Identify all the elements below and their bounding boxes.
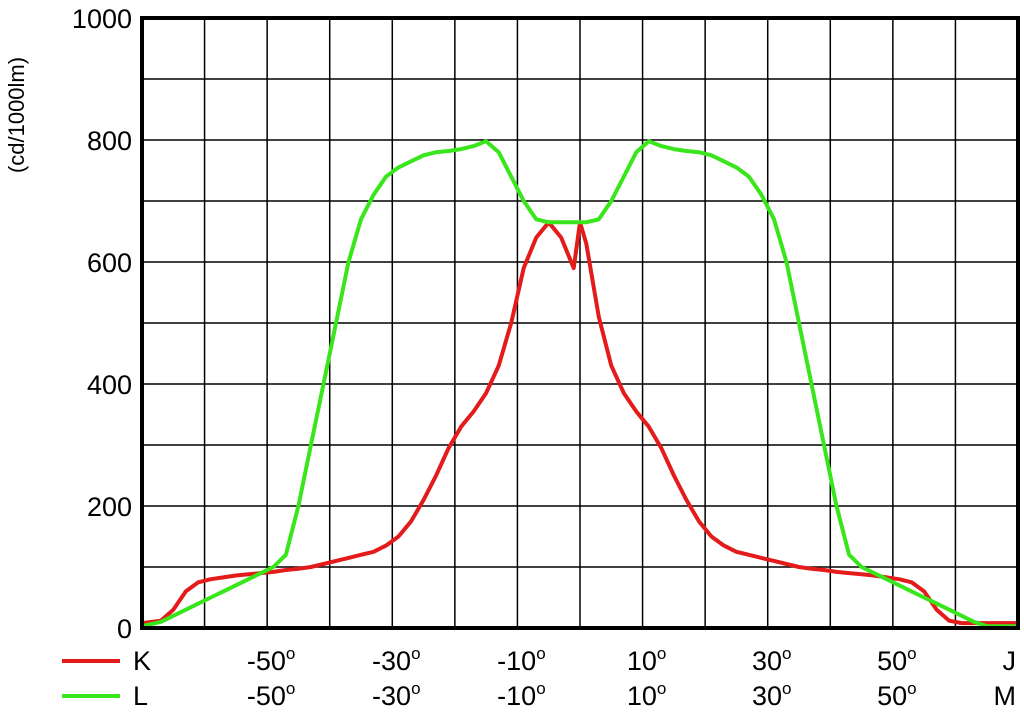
y-axis-label: (cd/1000lm) bbox=[4, 57, 29, 173]
x-tick-label: -30o bbox=[372, 679, 421, 711]
x-tick-label: 30o bbox=[752, 644, 792, 676]
y-tick-label: 200 bbox=[87, 492, 132, 522]
y-tick-label: 1000 bbox=[72, 4, 132, 34]
y-tick-label: 0 bbox=[117, 614, 132, 644]
x-tick-label: -50o bbox=[247, 679, 296, 711]
x-tick-label: 10o bbox=[627, 644, 667, 676]
legend-label-K: K bbox=[133, 646, 151, 676]
x-tick-label: 30o bbox=[752, 679, 792, 711]
y-tick-label: 800 bbox=[87, 126, 132, 156]
x-end-label: J bbox=[1003, 646, 1017, 676]
x-tick-label: -10o bbox=[497, 644, 546, 676]
x-tick-rows: K -50o -30o -10o 10o 30o 50o J L -50o -30o -10o 10o 3… bbox=[62, 644, 1016, 711]
plot-frame bbox=[140, 16, 1020, 630]
x-tick-label: -50o bbox=[247, 644, 296, 676]
y-tick-label: 400 bbox=[87, 370, 132, 400]
grid-layer bbox=[142, 18, 1018, 628]
series-layer bbox=[140, 139, 1020, 629]
y-tick-label: 600 bbox=[87, 248, 132, 278]
x-tick-label: -10o bbox=[497, 679, 546, 711]
x-tick-label: -30o bbox=[372, 644, 421, 676]
y-tick-labels: 0 200 400 600 800 1000 bbox=[72, 4, 132, 644]
x-tick-label: 10o bbox=[627, 679, 667, 711]
x-end-label: M bbox=[994, 681, 1017, 711]
x-tick-label: 50o bbox=[877, 679, 917, 711]
x-tick-label: 50o bbox=[877, 644, 917, 676]
legend-label-L: L bbox=[133, 681, 148, 711]
series-line-L bbox=[140, 139, 1020, 629]
